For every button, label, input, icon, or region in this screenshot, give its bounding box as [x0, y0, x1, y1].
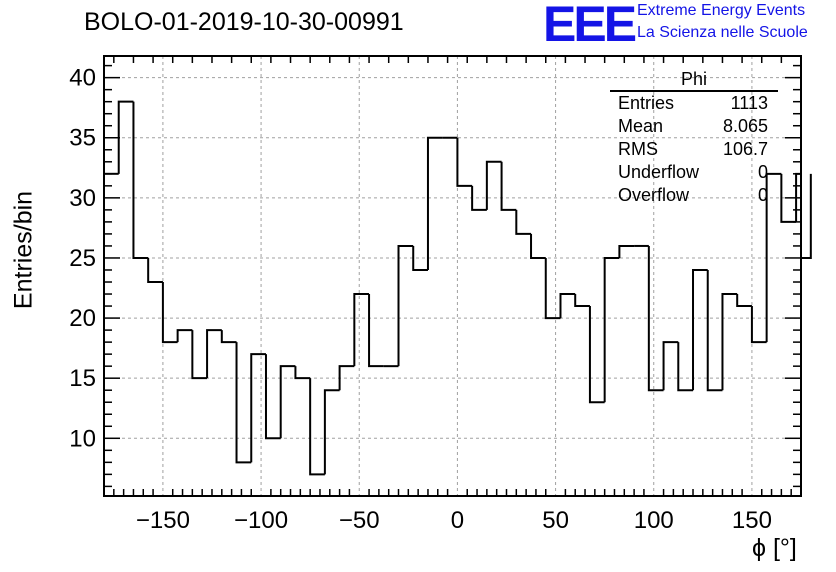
- histogram-bin: [426, 136, 443, 270]
- x-tick-label: −150: [136, 507, 190, 534]
- histogram-bin: [801, 173, 812, 259]
- histogram-bin: [750, 306, 767, 344]
- stats-row-underflow: Underflow 0: [618, 162, 768, 182]
- eee-logo: EEE: [543, 0, 637, 52]
- histogram-bin: [736, 294, 752, 308]
- histogram-bin: [780, 173, 797, 223]
- histogram-bin: [397, 244, 414, 367]
- histogram-bin: [250, 353, 266, 463]
- x-axis-label: ϕ [°]: [752, 534, 797, 562]
- y-tick-label: 30: [69, 185, 96, 212]
- histogram-bin: [500, 161, 517, 211]
- histogram-bin: [368, 294, 384, 368]
- histogram-bin: [279, 365, 296, 439]
- stats-row-rms: RMS 106.7: [618, 139, 768, 159]
- stats-row-entries: Entries 1113: [618, 93, 768, 113]
- histogram-bin: [574, 294, 590, 308]
- y-tick-label: 10: [69, 425, 96, 452]
- histogram-bin: [161, 282, 178, 344]
- stats-box: Phi Entries 1113 Mean 8.065 RMS 106.7 Under…: [610, 68, 778, 207]
- histogram-bin: [206, 329, 222, 379]
- histogram-bin: [456, 137, 473, 187]
- histogram-bin: [603, 256, 620, 403]
- histogram-bin: [309, 378, 325, 476]
- histogram-bin: [117, 100, 134, 174]
- chart-title: BOLO-01-2019-10-30-00991: [84, 8, 404, 36]
- histogram-bin: [515, 209, 532, 235]
- stats-row-overflow: Overflow 0: [618, 185, 768, 205]
- histogram-bin: [338, 365, 355, 391]
- histogram-bin: [176, 329, 193, 343]
- y-tick-label: 15: [69, 365, 96, 392]
- histogram-bin: [412, 245, 428, 271]
- histogram-bin: [132, 101, 149, 259]
- x-tick-label: 50: [542, 507, 569, 534]
- histogram-bin: [220, 330, 237, 344]
- y-tick-label: 25: [69, 245, 96, 272]
- histogram-bin: [191, 330, 208, 380]
- y-tick-label: 20: [69, 305, 96, 332]
- x-tick-label: −100: [234, 507, 288, 534]
- x-tick-label: 100: [634, 507, 674, 534]
- histogram-bin: [618, 244, 635, 258]
- histogram-bin: [662, 341, 679, 391]
- stats-title: Phi: [610, 68, 778, 92]
- x-tick-label: 150: [732, 507, 772, 534]
- y-tick-label: 40: [69, 65, 96, 92]
- histogram-bin: [471, 185, 487, 211]
- histogram-bin: [647, 245, 664, 392]
- x-tick-label: −50: [339, 507, 380, 534]
- logo-caption-line2: La Scienza nelle Scuole: [637, 24, 808, 41]
- histogram-bin: [353, 293, 370, 367]
- histogram-bin: [544, 257, 561, 320]
- histogram-bin: [294, 366, 311, 380]
- y-tick-label: 35: [69, 125, 96, 152]
- histogram-bin: [235, 342, 252, 464]
- histogram-bin: [485, 160, 502, 210]
- histogram-bin: [677, 342, 694, 392]
- plot-frame: [103, 55, 802, 497]
- histogram-bin: [765, 172, 782, 343]
- histogram-bin: [264, 354, 281, 440]
- histogram-bin: [559, 293, 576, 319]
- stats-row-mean: Mean 8.065: [618, 116, 768, 136]
- histogram-bin: [706, 269, 723, 392]
- histogram-bin: [530, 233, 546, 259]
- x-tick-label: 0: [451, 507, 464, 534]
- histogram-bin: [692, 268, 708, 391]
- histogram-bin: [147, 257, 163, 284]
- histogram-bin: [323, 389, 340, 475]
- histogram-bin: [588, 306, 605, 404]
- logo-caption-line1: Extreme Energy Events: [637, 2, 806, 19]
- histogram-bin: [721, 293, 738, 391]
